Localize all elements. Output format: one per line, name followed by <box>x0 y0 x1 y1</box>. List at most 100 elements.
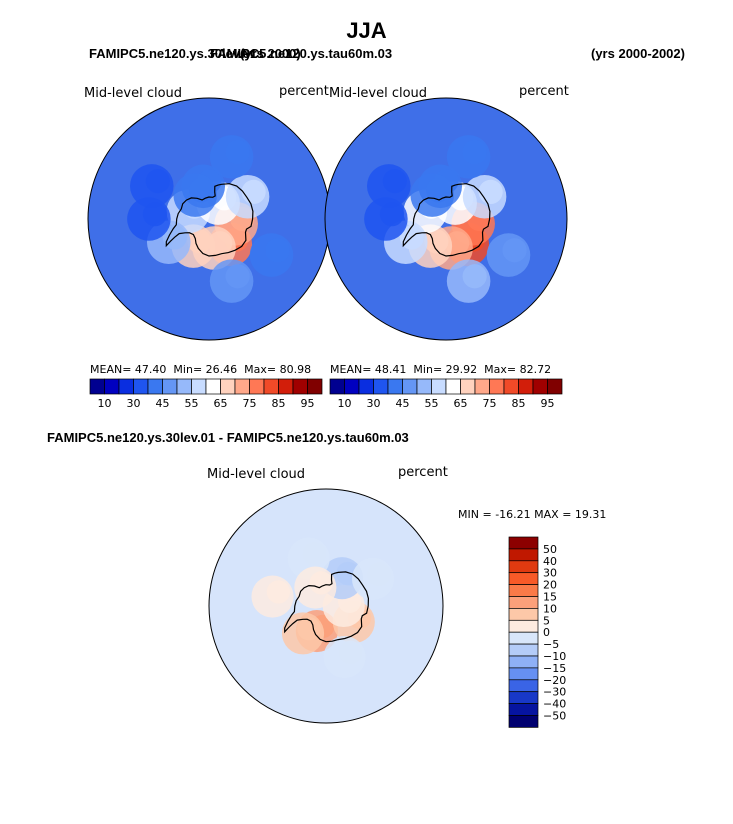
colorbar-diff-tick-label: −10 <box>543 650 566 663</box>
colorbar-right-tick-label: 95 <box>541 397 555 410</box>
map3-variable-label: Mid-level cloud <box>207 467 306 482</box>
top-right-map-border <box>324 97 568 341</box>
colorbar-right-swatch <box>532 378 548 395</box>
colorbar-right-swatch <box>402 378 418 395</box>
difference-map-cell-core <box>338 640 363 665</box>
colorbar-diff-swatch <box>508 715 539 728</box>
colorbar-left-swatch <box>104 378 120 395</box>
colorbar-left-swatch <box>278 378 294 395</box>
colorbar-left-tick-label: 85 <box>272 397 286 410</box>
colorbar-right-swatch <box>460 378 476 395</box>
colorbar-right-tick-label: 10 <box>338 397 352 410</box>
colorbar-diff-swatch <box>508 655 539 669</box>
colorbar-left-tick-label: 75 <box>243 397 257 410</box>
colorbar-diff-tick-label: −30 <box>543 686 566 699</box>
colorbar-left-tick-label: 95 <box>301 397 315 410</box>
map1-mean-value: 47.40 <box>134 363 167 376</box>
top-right-map-cell-core <box>462 264 487 289</box>
difference-map-border <box>208 488 444 724</box>
colorbar-left-swatch <box>118 378 134 395</box>
map1-max-value: 80.98 <box>279 363 312 376</box>
colorbar-diff-tick-label: 20 <box>543 579 557 592</box>
colorbar-diff-tick-label: −50 <box>543 710 566 723</box>
colorbar-right-swatch <box>387 378 403 395</box>
colorbar-left: 10 30 45 55 65 75 85 95 <box>89 378 323 410</box>
colorbar-right-tick-label: 85 <box>512 397 526 410</box>
difference-map-cell-core <box>302 542 327 566</box>
top-left-map-cell-core <box>189 178 214 203</box>
top-right-map-coastline <box>402 183 491 257</box>
colorbar-right-swatch <box>547 378 563 395</box>
top-left-map-cell-core <box>265 238 290 263</box>
colorbar-right: 10 30 45 55 65 75 85 95 <box>329 378 563 410</box>
colorbar-diff-swatch <box>508 608 539 621</box>
colorbar-diff-swatch <box>508 584 539 597</box>
map1-max-label: Max= <box>244 363 277 376</box>
top-left-map-cell-core <box>145 169 170 194</box>
colorbar-diff-tick-label: 10 <box>543 602 557 615</box>
colorbar-diff-tick-label: 15 <box>543 591 557 604</box>
map1-units-label: percent <box>279 84 329 99</box>
colorbar-left-swatch <box>89 378 105 395</box>
colorbar-left-swatch <box>307 378 323 395</box>
colorbar-left-tick-label: 55 <box>185 397 199 410</box>
colorbar-diff-tick-label: −20 <box>543 674 566 687</box>
map1-stats: MEAN= 47.40 Min= 26.46 Max= 80.98 <box>90 363 311 376</box>
colorbar-right-tick-label: 75 <box>483 397 497 410</box>
colorbar-left-tick-label: 30 <box>127 397 141 410</box>
top-right-map-cell-core <box>382 169 407 194</box>
top-right-map-cell-core <box>478 179 503 204</box>
colorbar-diff-swatch <box>508 619 539 633</box>
difference-title: FAMIPC5.ne120.ys.30lev.01 - FAMIPC5.ne12… <box>47 430 409 445</box>
colorbar-diff-swatch <box>508 548 539 562</box>
colorbar-left-swatch <box>249 378 265 395</box>
colorbar-right-swatch <box>503 378 519 395</box>
colorbar-right-swatch <box>445 378 461 395</box>
colorbar-right-swatch <box>329 378 345 395</box>
colorbar-left-swatch <box>263 378 279 395</box>
top-right-map-cell-core <box>426 178 451 203</box>
top-right-map-cell-core <box>379 202 405 227</box>
colorbar-diff-tick-label: 50 <box>543 543 557 556</box>
colorbar-right-swatch <box>489 378 505 395</box>
colorbar-right-swatch <box>518 378 534 395</box>
map3-units-label: percent <box>398 465 448 480</box>
map2-mean-value: 48.41 <box>374 363 407 376</box>
colorbar-left-swatch <box>133 378 149 395</box>
colorbar-right-tick-label: 45 <box>396 397 410 410</box>
colorbar-right-tick-label: 65 <box>454 397 468 410</box>
colorbar-diff-swatch <box>508 643 539 657</box>
colorbar-right-swatch <box>474 378 490 395</box>
map1-variable-label: Mid-level cloud <box>84 86 183 101</box>
difference-map <box>208 488 444 724</box>
colorbar-right-tick-label: 55 <box>425 397 439 410</box>
map3-stats: MIN = -16.21 MAX = 19.31 <box>458 508 606 521</box>
map1-mean-label: MEAN= <box>90 363 132 376</box>
map3-min-value: -16.21 <box>495 508 531 521</box>
colorbar-left-tick-label: 10 <box>98 397 112 410</box>
years-overlap: (yrs 2000) <box>240 46 301 61</box>
colorbar-left-swatch <box>234 378 250 395</box>
colorbar-diff-swatch <box>508 703 539 716</box>
colorbar-left-swatch <box>292 378 308 395</box>
colorbar-diff-tick-label: −15 <box>543 662 566 675</box>
difference-map-coastline <box>284 571 370 643</box>
map3-max-label: MAX = <box>534 508 572 521</box>
colorbar-right-tick-label: 30 <box>367 397 381 410</box>
colorbar-diff-tick-label: 5 <box>543 614 550 627</box>
colorbar-diff-tick-label: −40 <box>543 698 566 711</box>
map2-min-value: 29.92 <box>445 363 478 376</box>
top-left-map-cell-core <box>225 139 250 165</box>
map2-mean-label: MEAN= <box>330 363 372 376</box>
colorbar-left-swatch <box>191 378 207 395</box>
top-left-map-cell-core <box>225 264 250 289</box>
colorbar-right-swatch <box>358 378 374 395</box>
top-left-map-cell-core <box>241 179 266 204</box>
colorbar-left-swatch <box>147 378 163 395</box>
difference-map-cell-core <box>297 616 321 641</box>
top-right-map <box>324 97 568 341</box>
colorbar-diff-swatch <box>508 667 539 681</box>
colorbar-right-swatch <box>373 378 389 395</box>
colorbar-diff-swatch <box>508 572 539 585</box>
